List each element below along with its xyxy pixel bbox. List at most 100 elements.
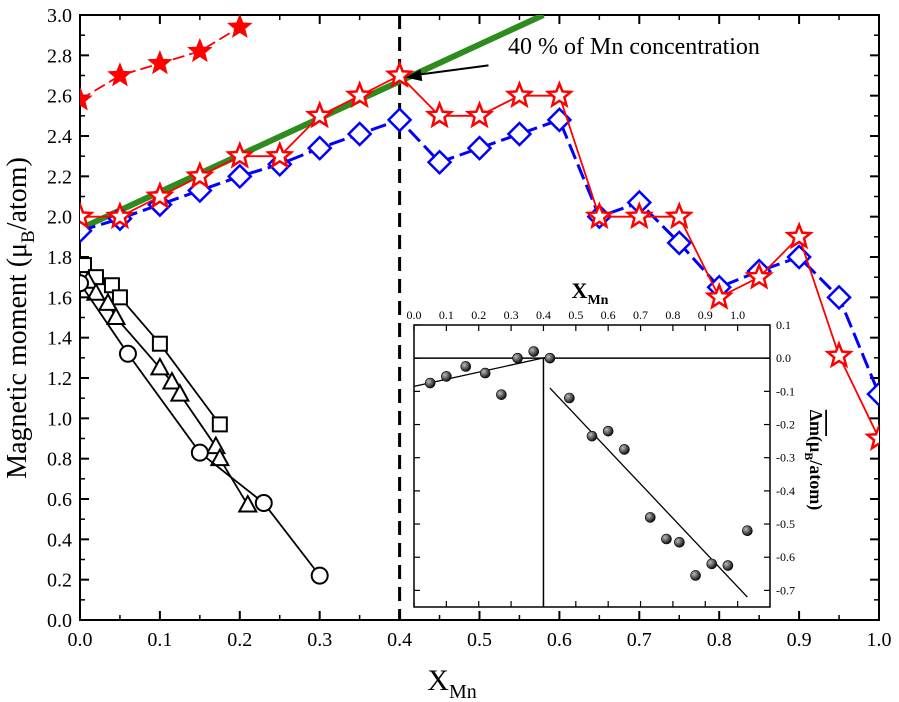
- y-tick-label: 1.6: [47, 287, 72, 309]
- circle-marker: [190, 443, 209, 462]
- y-tick-label: 0.6: [47, 489, 72, 511]
- inset-x-tick-label: 0.1: [439, 308, 454, 322]
- open-star-marker: [344, 80, 375, 109]
- y-tick-label: 0.4: [47, 529, 72, 551]
- inset-data-point: [690, 570, 701, 581]
- open-star-marker: [664, 201, 694, 230]
- inset-y-tick-label: -0.1: [776, 384, 795, 398]
- inset-data-point: [742, 525, 753, 536]
- inset-y-tick-label: -0.3: [776, 451, 795, 465]
- triangle-marker: [237, 493, 258, 513]
- inset-x-tick-label: 0.6: [601, 308, 616, 322]
- filled-star-marker: [107, 62, 133, 87]
- x-tick-label: 0.6: [547, 629, 572, 651]
- inset-x-tick-label: 0.8: [665, 308, 680, 322]
- inset-plot: 0.0 0.1 0.2 0.3 0.4 0.5 0.6 0.7 0.8 0.9 1.0 0.1 0.0 -…: [407, 308, 795, 608]
- open-star-marker: [584, 201, 615, 230]
- triangle-marker: [209, 447, 231, 467]
- x-axis-label: XMn: [427, 664, 476, 702]
- circle-marker: [310, 566, 329, 585]
- inset-x-tick-label: 0.0: [407, 308, 422, 322]
- square-marker: [111, 289, 128, 306]
- diamond-marker: [666, 230, 693, 256]
- diamond-marker: [306, 135, 333, 161]
- inset-data-point: [512, 352, 523, 364]
- diamond-marker: [426, 149, 453, 175]
- series-circles: [80, 274, 329, 585]
- filled-star-marker: [187, 37, 213, 63]
- diamond-marker: [466, 135, 493, 161]
- x-tick-label: 0.7: [627, 629, 652, 651]
- y-tick-label: 1.4: [47, 328, 72, 350]
- inset-y-tick-label: -0.4: [776, 484, 795, 498]
- filled-star-marker: [227, 15, 253, 38]
- diamond-marker: [826, 284, 852, 311]
- filled-star-marker: [147, 50, 173, 75]
- main-plot: 0.0 0.1 0.2 0.3 0.4 0.5 0.6 0.7 0.8 0.9 1.00.00.20…: [47, 5, 892, 651]
- square-marker: [151, 335, 168, 352]
- inset-data-point: [586, 430, 598, 442]
- inset-data-point: [441, 371, 452, 382]
- open-star-marker: [544, 80, 575, 109]
- y-tick-label: 2.2: [47, 166, 72, 188]
- y-tick-label: 0.8: [47, 449, 72, 471]
- diamond-marker: [227, 163, 253, 190]
- inset-y-axis-label: Δm(μB/atom): [802, 410, 826, 510]
- series-line: [80, 117, 879, 395]
- open-star-marker: [744, 261, 774, 290]
- square-marker: [80, 257, 92, 274]
- inset-x-tick-label: 1.0: [730, 308, 745, 322]
- inset-data-point: [528, 346, 540, 357]
- open-star-marker: [784, 221, 814, 250]
- open-star-marker: [424, 100, 455, 129]
- inset-data-point: [602, 425, 614, 437]
- inset-y-tick-label: -0.5: [776, 517, 795, 531]
- open-star-marker: [185, 160, 215, 189]
- inset-data-point: [619, 444, 630, 455]
- open-star-marker: [305, 100, 335, 129]
- y-axis-label: Magnetic moment (μB/atom): [2, 157, 39, 479]
- open-star-marker: [704, 281, 734, 310]
- triangle-marker: [97, 292, 119, 311]
- inset-y-tick-label: -0.6: [776, 550, 795, 564]
- inset-data-point: [661, 533, 672, 545]
- series-calc-open-stars: [80, 60, 879, 451]
- diamond-marker: [386, 107, 413, 133]
- annotation-arrow-head: [405, 69, 423, 82]
- open-star-marker: [824, 340, 854, 369]
- inset-x-tick-label: 0.3: [504, 308, 519, 322]
- open-star-marker: [105, 201, 135, 230]
- x-tick-label: 0.4: [387, 629, 412, 651]
- data-layer: [80, 15, 879, 620]
- triangle-marker: [169, 383, 191, 402]
- inset-data-point: [479, 367, 491, 379]
- x-tick-label: 1.0: [867, 629, 892, 651]
- series-squares: [80, 257, 228, 433]
- triangle-marker: [105, 306, 127, 325]
- y-tick-label: 3.0: [47, 5, 72, 27]
- y-tick-label: 1.0: [47, 408, 72, 430]
- inset-data-point: [496, 389, 507, 400]
- square-marker: [211, 416, 228, 433]
- open-star-marker: [265, 140, 295, 169]
- y-tick-label: 2.4: [47, 126, 72, 148]
- open-star-marker: [80, 201, 95, 230]
- inset-x-tick-label: 0.7: [633, 308, 648, 322]
- series-line: [80, 282, 321, 577]
- series-filled-stars: [80, 15, 253, 111]
- y-tick-label: 1.2: [47, 368, 72, 390]
- open-star-marker: [145, 181, 175, 209]
- inset-y-tick-label: 0.1: [776, 318, 791, 332]
- circle-marker: [254, 494, 273, 513]
- triangle-marker: [149, 356, 171, 376]
- open-star-marker: [864, 423, 879, 451]
- open-star-marker: [384, 60, 415, 88]
- inset-data-point: [706, 558, 718, 570]
- diamond-marker: [866, 381, 879, 407]
- open-star-marker: [504, 80, 535, 109]
- diamond-marker: [346, 121, 373, 147]
- inset-x-tick-label: 0.2: [471, 308, 486, 322]
- y-tick-label: 2.6: [47, 86, 72, 108]
- x-tick-label: 0.5: [467, 629, 492, 651]
